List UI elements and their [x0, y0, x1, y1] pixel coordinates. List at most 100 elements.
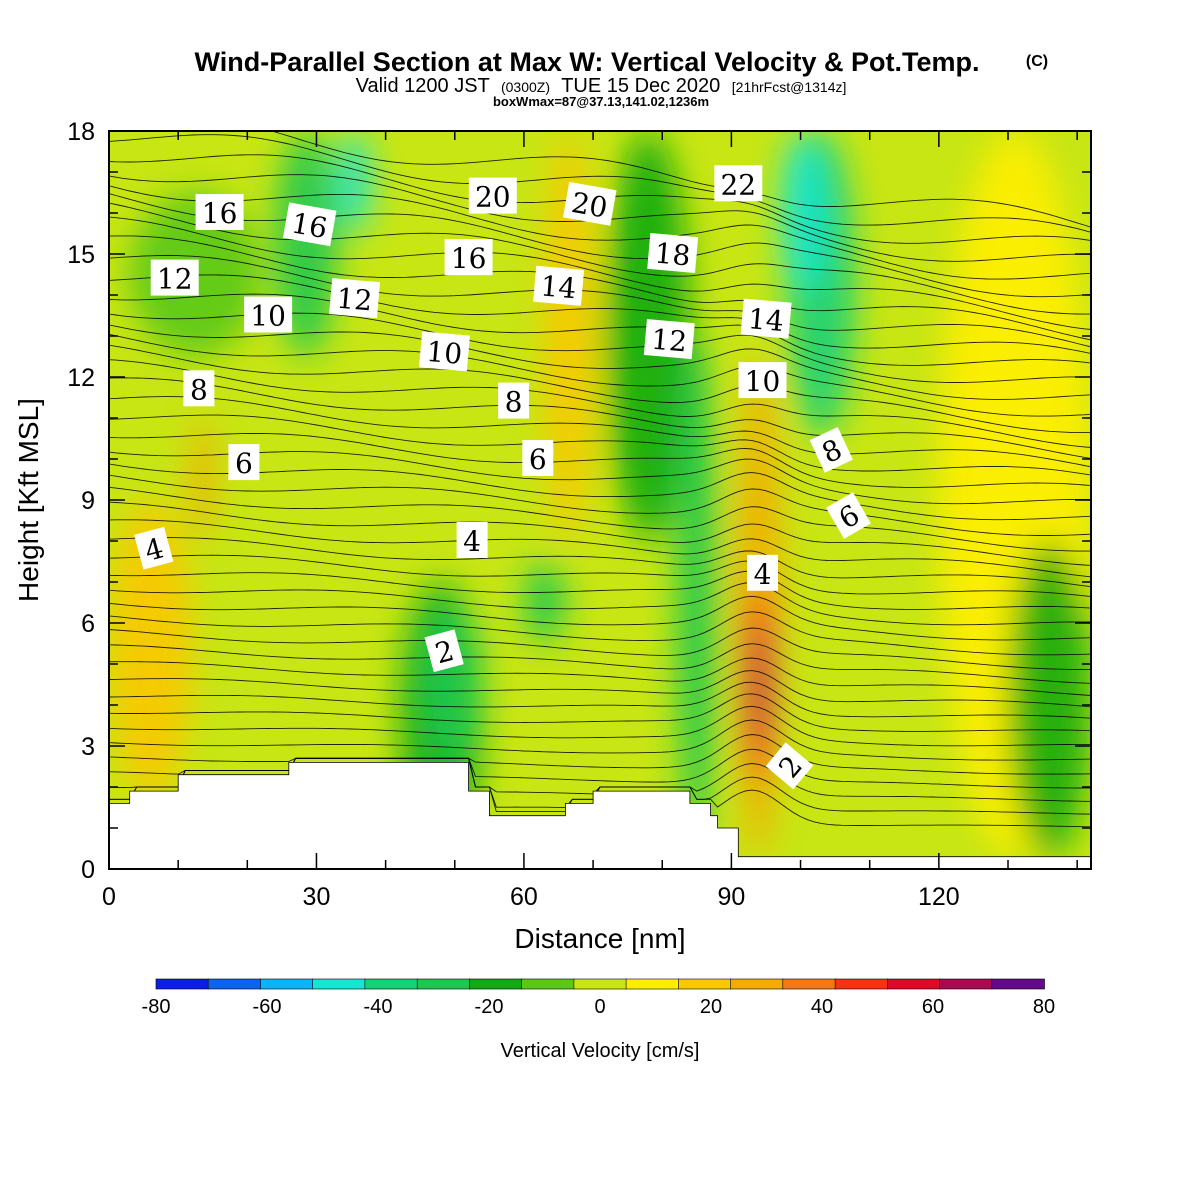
theta-contour-label: 10 [419, 331, 470, 372]
theta-contour-line [109, 185, 1091, 280]
theta-contour-label: 8 [183, 370, 215, 407]
contour-label-text: 10 [745, 365, 781, 398]
theta-contour-line [109, 734, 1091, 775]
contour-label-box [738, 362, 787, 399]
copyright-mark: (C) [1026, 53, 1048, 70]
colorbar-swatch [782, 978, 836, 990]
theta-contour-label: 12 [643, 319, 695, 360]
theta-contour-label: 10 [244, 296, 293, 333]
velocity-field [109, 131, 1091, 869]
contour-label-text: 14 [539, 269, 577, 305]
theta-contour-line [109, 216, 1091, 330]
theta-contour-label: 4 [134, 526, 174, 570]
colorbar-tick-label: 20 [700, 996, 722, 1018]
contour-label-box [329, 278, 381, 319]
contour-label-text: 10 [250, 300, 286, 333]
theta-contour-label: 16 [444, 239, 493, 276]
theta-contour-line [109, 537, 1091, 588]
contour-label-box [647, 232, 699, 274]
contour-label-box [533, 265, 585, 306]
subtitle-forecast: [21hrFcst@1314z] [732, 79, 847, 95]
velocity-cell [191, 418, 213, 541]
theta-contour-label: 10 [738, 362, 787, 399]
theta-contour-line [109, 274, 1091, 355]
theta-contour-label: 6 [522, 440, 554, 476]
velocity-cell [779, 131, 829, 295]
contour-label-box [563, 181, 617, 226]
theta-contour-label: 12 [150, 259, 199, 296]
contour-label-box [468, 177, 517, 214]
terrain [109, 762, 1091, 869]
contour-label-text: 4 [754, 558, 772, 591]
colorbar-swatch [991, 978, 1045, 990]
theta-contour-label: 14 [533, 265, 585, 306]
velocity-cell [420, 602, 483, 767]
theta-contour-line [109, 748, 1091, 789]
theta-contour-label: 18 [647, 232, 699, 274]
contour-label-box [740, 298, 792, 339]
chart-title: Wind-Parallel Section at Max W: Vertical… [195, 47, 980, 77]
contour-label-box [444, 239, 493, 276]
x-tick-label: 120 [918, 883, 960, 911]
colorbar-tick-label: -80 [142, 996, 171, 1018]
colorbar-swatch [573, 978, 627, 990]
contour-label-text: 10 [425, 335, 463, 371]
theta-contour-line [109, 670, 1091, 708]
theta-contour-line [109, 693, 1091, 732]
theta-contour-line [109, 519, 1091, 578]
theta-contour-line [109, 719, 1091, 761]
x-tick-label: 0 [102, 883, 116, 911]
theta-contour-label: 6 [826, 492, 871, 539]
theta-contour-line [109, 595, 1091, 641]
contour-label-text: 6 [235, 447, 253, 480]
theta-contour-label: 6 [228, 444, 260, 481]
contour-label-box [714, 165, 763, 202]
contour-label-text: 16 [289, 206, 330, 245]
theta-contour-line [109, 451, 1091, 505]
subtitle-valid-time: Valid 1200 JST [356, 75, 490, 97]
contour-label-text: 4 [463, 525, 481, 558]
x-tick-label: 90 [717, 883, 745, 911]
y-tick-label: 12 [67, 364, 95, 392]
subtitle-date: TUE 15 Dec 2020 [561, 75, 720, 97]
y-axis-label: Height [Kft MSL] [13, 398, 44, 602]
theta-contour-line [109, 501, 1091, 566]
contour-label-box [765, 742, 814, 790]
theta-contour-line [109, 359, 1091, 448]
theta-contour-line [109, 657, 1091, 696]
chart-subtitle-box: boxWmax=87@37.13,141.02,1236m [493, 94, 709, 109]
contour-label-text: 14 [747, 302, 785, 338]
colorbar-label: Vertical Velocity [cm/s] [501, 1040, 700, 1062]
contour-label-box [826, 492, 871, 539]
theta-contour-line [109, 486, 1091, 552]
contour-label-box [522, 440, 554, 476]
contour-label-text: 22 [720, 168, 756, 201]
theta-contour-label: 4 [456, 522, 488, 558]
colorbar-swatch [730, 978, 784, 990]
theta-contour-line [109, 570, 1091, 610]
y-tick-label: 3 [81, 733, 95, 761]
theta-contour-line [109, 627, 1091, 671]
theta-contour-label: 14 [740, 298, 792, 339]
contour-label-text: 20 [569, 186, 610, 225]
theta-contour-line [109, 474, 1091, 536]
theta-contour-line [109, 324, 1091, 400]
colorbar-swatch [521, 978, 575, 990]
theta-contour-label: 22 [714, 165, 763, 202]
y-tick-label: 18 [67, 118, 95, 146]
theta-contour-line [109, 255, 1091, 348]
contour-label-box [809, 427, 853, 473]
colorbar-swatch [364, 978, 418, 990]
colorbar: -80 -60 -40 -20 0 20 40 60 80 [142, 978, 1055, 1018]
colorbar-swatch [886, 978, 941, 990]
contour-label-box [195, 194, 244, 230]
x-tick-label: 60 [510, 883, 538, 911]
contour-label-box [282, 202, 337, 247]
y-tick-label: 6 [81, 610, 95, 638]
colorbar-swatch [416, 978, 471, 990]
theta-contour-label: 12 [329, 278, 381, 319]
subtitle-utc-time: (0300Z) [501, 79, 550, 95]
velocity-cell [1008, 541, 1091, 857]
contour-label-text: 12 [650, 323, 688, 359]
